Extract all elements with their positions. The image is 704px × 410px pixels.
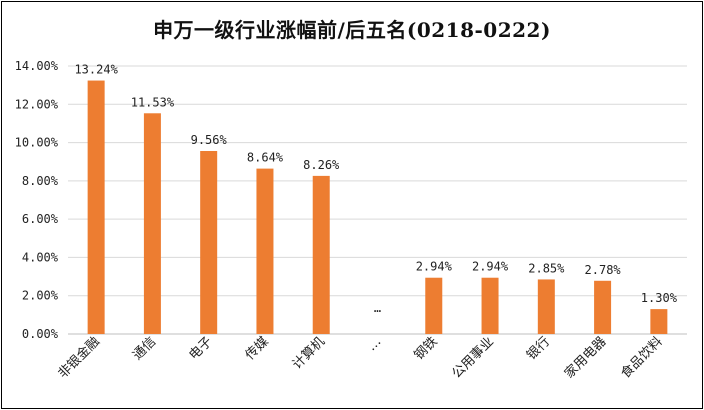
- bar: [650, 309, 668, 334]
- bar: [143, 113, 161, 334]
- x-category-label: 银行: [524, 334, 553, 363]
- data-label: 11.53%: [131, 95, 175, 109]
- data-label: 2.94%: [472, 260, 509, 274]
- x-category-label: 食品饮料: [618, 334, 666, 382]
- bar: [256, 168, 274, 334]
- x-category-label: 非银金融: [55, 334, 103, 382]
- y-tick-label: 2.00%: [22, 289, 59, 303]
- x-category-label: …: [365, 334, 385, 354]
- x-category-label: 电子: [187, 334, 216, 363]
- data-label: 9.56%: [191, 133, 228, 147]
- y-tick-label: 10.00%: [15, 136, 59, 150]
- bar: [594, 280, 612, 334]
- x-category-label: 公用事业: [449, 334, 496, 381]
- x-category-label: 传媒: [243, 334, 272, 363]
- x-category-label: 计算机: [290, 334, 328, 372]
- y-tick-label: 4.00%: [22, 250, 59, 264]
- x-category-label: 通信: [130, 334, 159, 363]
- y-tick-label: 6.00%: [22, 212, 59, 226]
- y-tick-label: 12.00%: [15, 97, 59, 111]
- y-tick-label: 0.00%: [22, 327, 59, 341]
- x-category-label: 钢铁: [412, 334, 441, 363]
- y-tick-label: 14.00%: [15, 59, 59, 73]
- bar: [425, 277, 443, 334]
- y-tick-label: 8.00%: [22, 174, 59, 188]
- data-label: 13.24%: [74, 63, 118, 77]
- bar: [200, 150, 218, 334]
- bar: [312, 175, 330, 334]
- bar: [481, 277, 499, 334]
- chart-title: 申万一级行业涨幅前/后五名(0218-0222): [153, 18, 551, 42]
- data-label: 1.30%: [641, 291, 678, 305]
- data-label: 2.94%: [416, 260, 453, 274]
- data-label: 8.64%: [247, 151, 284, 165]
- data-label: 2.78%: [585, 263, 622, 277]
- data-label: 8.26%: [303, 158, 340, 172]
- bar: [87, 80, 105, 334]
- data-label: …: [374, 301, 381, 315]
- data-label: 2.85%: [528, 261, 565, 275]
- bar: [537, 279, 555, 334]
- x-category-label: 家用电器: [561, 334, 609, 382]
